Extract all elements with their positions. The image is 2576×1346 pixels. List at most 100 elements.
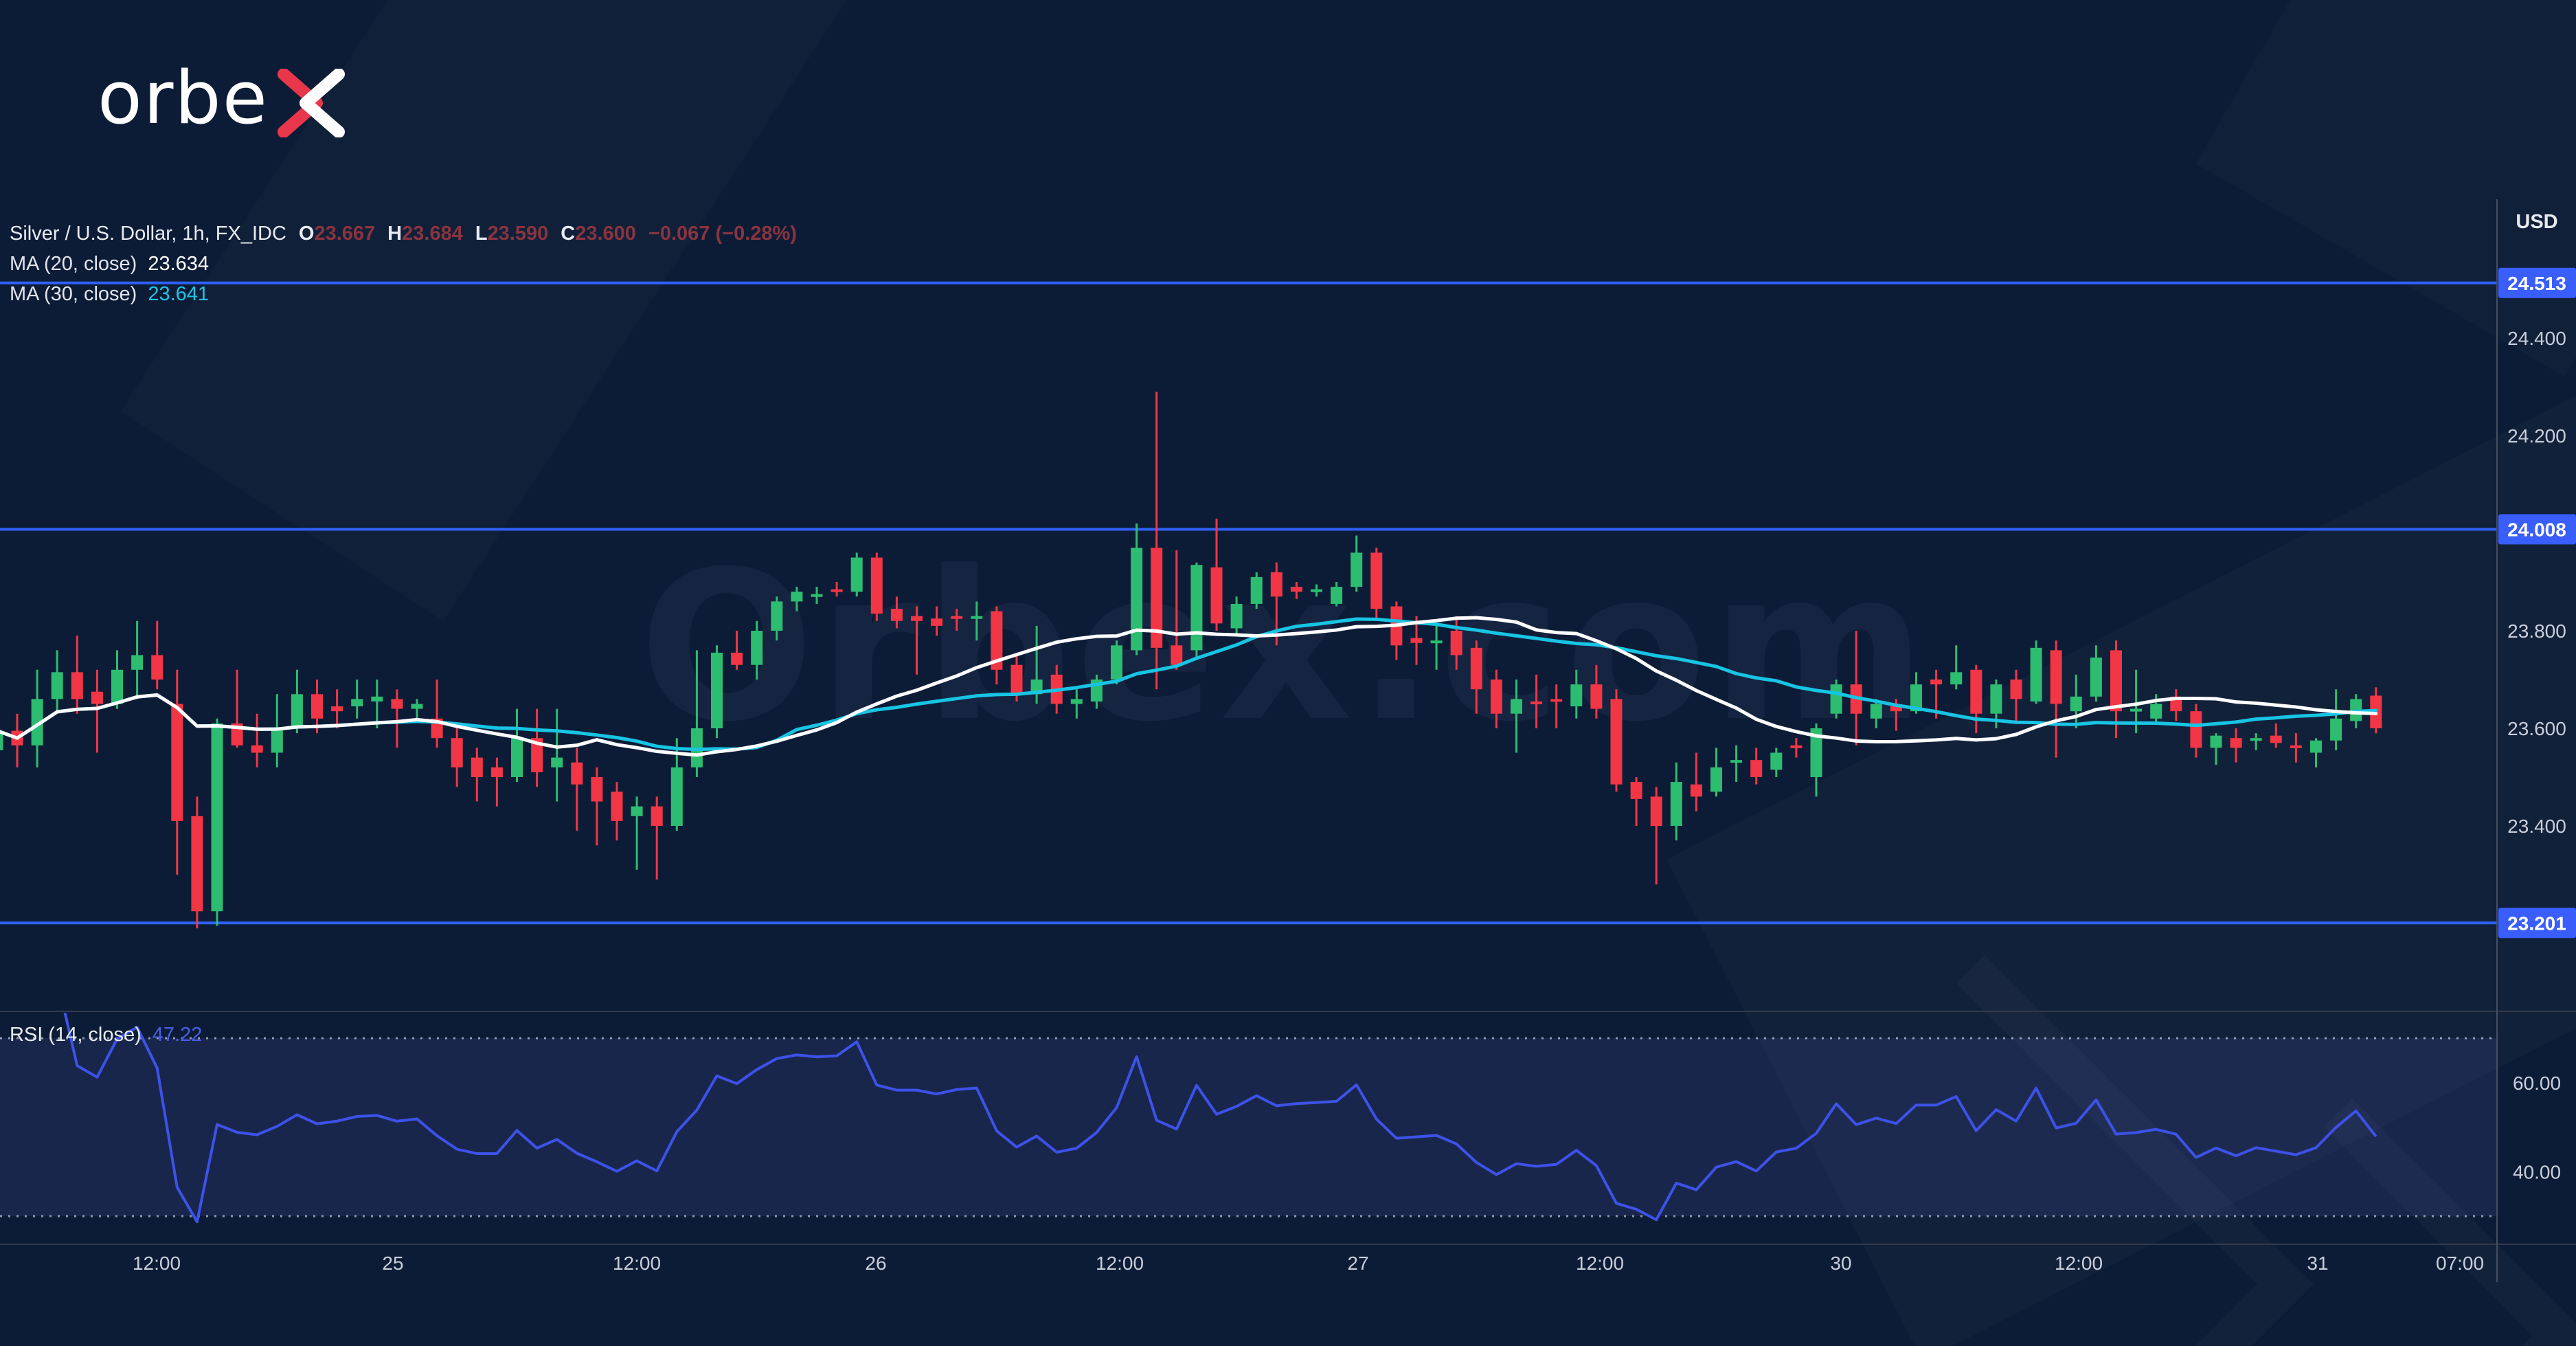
- candles-layer: [0, 392, 2382, 929]
- candle-body: [1890, 706, 1902, 712]
- ma20-label: MA (20, close): [10, 253, 137, 275]
- time-tick-label: 12:00: [133, 1253, 181, 1274]
- price-axis[interactable]: USD 24.513 24.400 24.200 24.008 23.800 23.600 2…: [2498, 211, 2576, 1182]
- candle-body: [1230, 603, 1243, 629]
- candle-body: [111, 669, 123, 704]
- close-value: 23.600: [575, 223, 636, 245]
- candle-body: [171, 704, 183, 821]
- price-level-label: 23.201: [2507, 912, 2566, 934]
- candle-body: [2150, 704, 2162, 719]
- symbol-title[interactable]: Silver / U.S. Dollar, 1h, FX_IDC: [10, 223, 286, 245]
- candle-body: [1370, 552, 1383, 609]
- candle-body: [591, 777, 603, 802]
- price-pane[interactable]: [0, 281, 2497, 929]
- ma30-row[interactable]: MA (30, close) 23.641: [10, 279, 797, 309]
- ma20-row[interactable]: MA (20, close) 23.634: [10, 249, 797, 279]
- candle-body: [1870, 704, 1882, 719]
- low-value: 23.590: [487, 223, 549, 245]
- candle-body: [1010, 664, 1023, 695]
- currency-label: USD: [2516, 211, 2557, 233]
- price-tick-label: 24.200: [2507, 425, 2566, 447]
- candle-body: [1650, 796, 1662, 826]
- candle-body: [2270, 735, 2282, 743]
- chart-legend: Silver / U.S. Dollar, 1h, FX_IDC O23.667 H…: [10, 218, 797, 309]
- candle-body: [1470, 647, 1482, 690]
- candle-body: [2250, 738, 2262, 741]
- candle-body: [850, 557, 863, 592]
- time-tick-label: 26: [865, 1253, 886, 1274]
- high-value: 23.684: [402, 223, 463, 245]
- orbex-logo: orbe: [98, 59, 347, 137]
- candle-body: [311, 694, 323, 719]
- candle-body: [551, 757, 563, 767]
- candle-body: [1511, 699, 1522, 714]
- candle-body: [1270, 572, 1283, 597]
- candle-body: [2330, 718, 2342, 741]
- candle-body: [531, 738, 543, 772]
- candle-body: [2130, 708, 2143, 712]
- candle-body: [631, 806, 643, 816]
- candle-body: [1210, 567, 1223, 624]
- open-value: 23.667: [314, 223, 376, 245]
- candle-body: [711, 652, 723, 728]
- candle-body: [1690, 784, 1702, 797]
- candle-body: [951, 616, 963, 619]
- candle-body: [811, 594, 823, 597]
- candle-body: [1171, 645, 1183, 665]
- candle-body: [1490, 680, 1502, 714]
- candle-body: [1730, 760, 1743, 763]
- candle-body: [1810, 728, 1822, 777]
- candle-body: [471, 757, 483, 777]
- time-tick-label: 07:00: [2436, 1253, 2484, 1274]
- price-level-label: 24.513: [2507, 273, 2566, 294]
- rsi-tick-label: 60.00: [2513, 1073, 2561, 1094]
- candle-body: [890, 609, 903, 621]
- candle-body: [1970, 669, 1982, 714]
- watermark: Orbex.com: [639, 527, 1930, 767]
- candle-body: [1770, 752, 1783, 770]
- ma30-label: MA (30, close): [10, 283, 137, 305]
- candle-body: [451, 738, 463, 767]
- candle-body: [1590, 684, 1603, 709]
- time-axis[interactable]: 12:00 25 12:00 26 12:00 27 12:00 30 12:00 31 07:00: [133, 1253, 2484, 1274]
- close-label: C: [561, 223, 576, 245]
- candle-body: [651, 806, 663, 826]
- candle-body: [1351, 552, 1363, 587]
- candle-body: [351, 699, 363, 707]
- time-tick-label: 12:00: [1096, 1253, 1144, 1274]
- candle-body: [831, 589, 843, 592]
- candle-body: [371, 696, 383, 702]
- ma20-value: 23.634: [148, 253, 210, 275]
- rsi-value: 47.22: [152, 1024, 203, 1046]
- candle-body: [670, 767, 683, 826]
- candle-body: [1111, 645, 1122, 680]
- candle-body: [2050, 650, 2062, 704]
- candle-body: [1290, 587, 1302, 592]
- low-label: L: [475, 223, 488, 245]
- candle-body: [1250, 576, 1263, 604]
- candle-body: [1070, 699, 1083, 704]
- candle-body: [1190, 565, 1203, 651]
- rsi-label: RSI (14, close): [10, 1024, 142, 1046]
- price-level-label-bg: [2498, 908, 2576, 939]
- rsi-legend[interactable]: RSI (14, close) 47.22: [10, 1024, 202, 1046]
- candle-body: [1950, 672, 1963, 685]
- price-level-label: 24.008: [2507, 519, 2566, 540]
- candle-body: [2010, 680, 2022, 699]
- price-level-label-bg: [2498, 267, 2576, 298]
- candle-body: [911, 616, 923, 621]
- candle-body: [771, 601, 783, 631]
- time-tick-label: 30: [1830, 1253, 1851, 1274]
- candle-body: [1990, 684, 2002, 714]
- candle-body: [971, 616, 983, 619]
- candle-body: [251, 745, 263, 753]
- candle-body: [1910, 684, 1922, 712]
- candle-body: [331, 706, 343, 712]
- change-value: −0.067 (−0.28%): [648, 223, 797, 245]
- symbol-row[interactable]: Silver / U.S. Dollar, 1h, FX_IDC O23.667 H…: [10, 218, 797, 249]
- candle-body: [71, 672, 83, 699]
- candle-body: [611, 792, 623, 821]
- rsi-pane[interactable]: [0, 979, 2497, 1224]
